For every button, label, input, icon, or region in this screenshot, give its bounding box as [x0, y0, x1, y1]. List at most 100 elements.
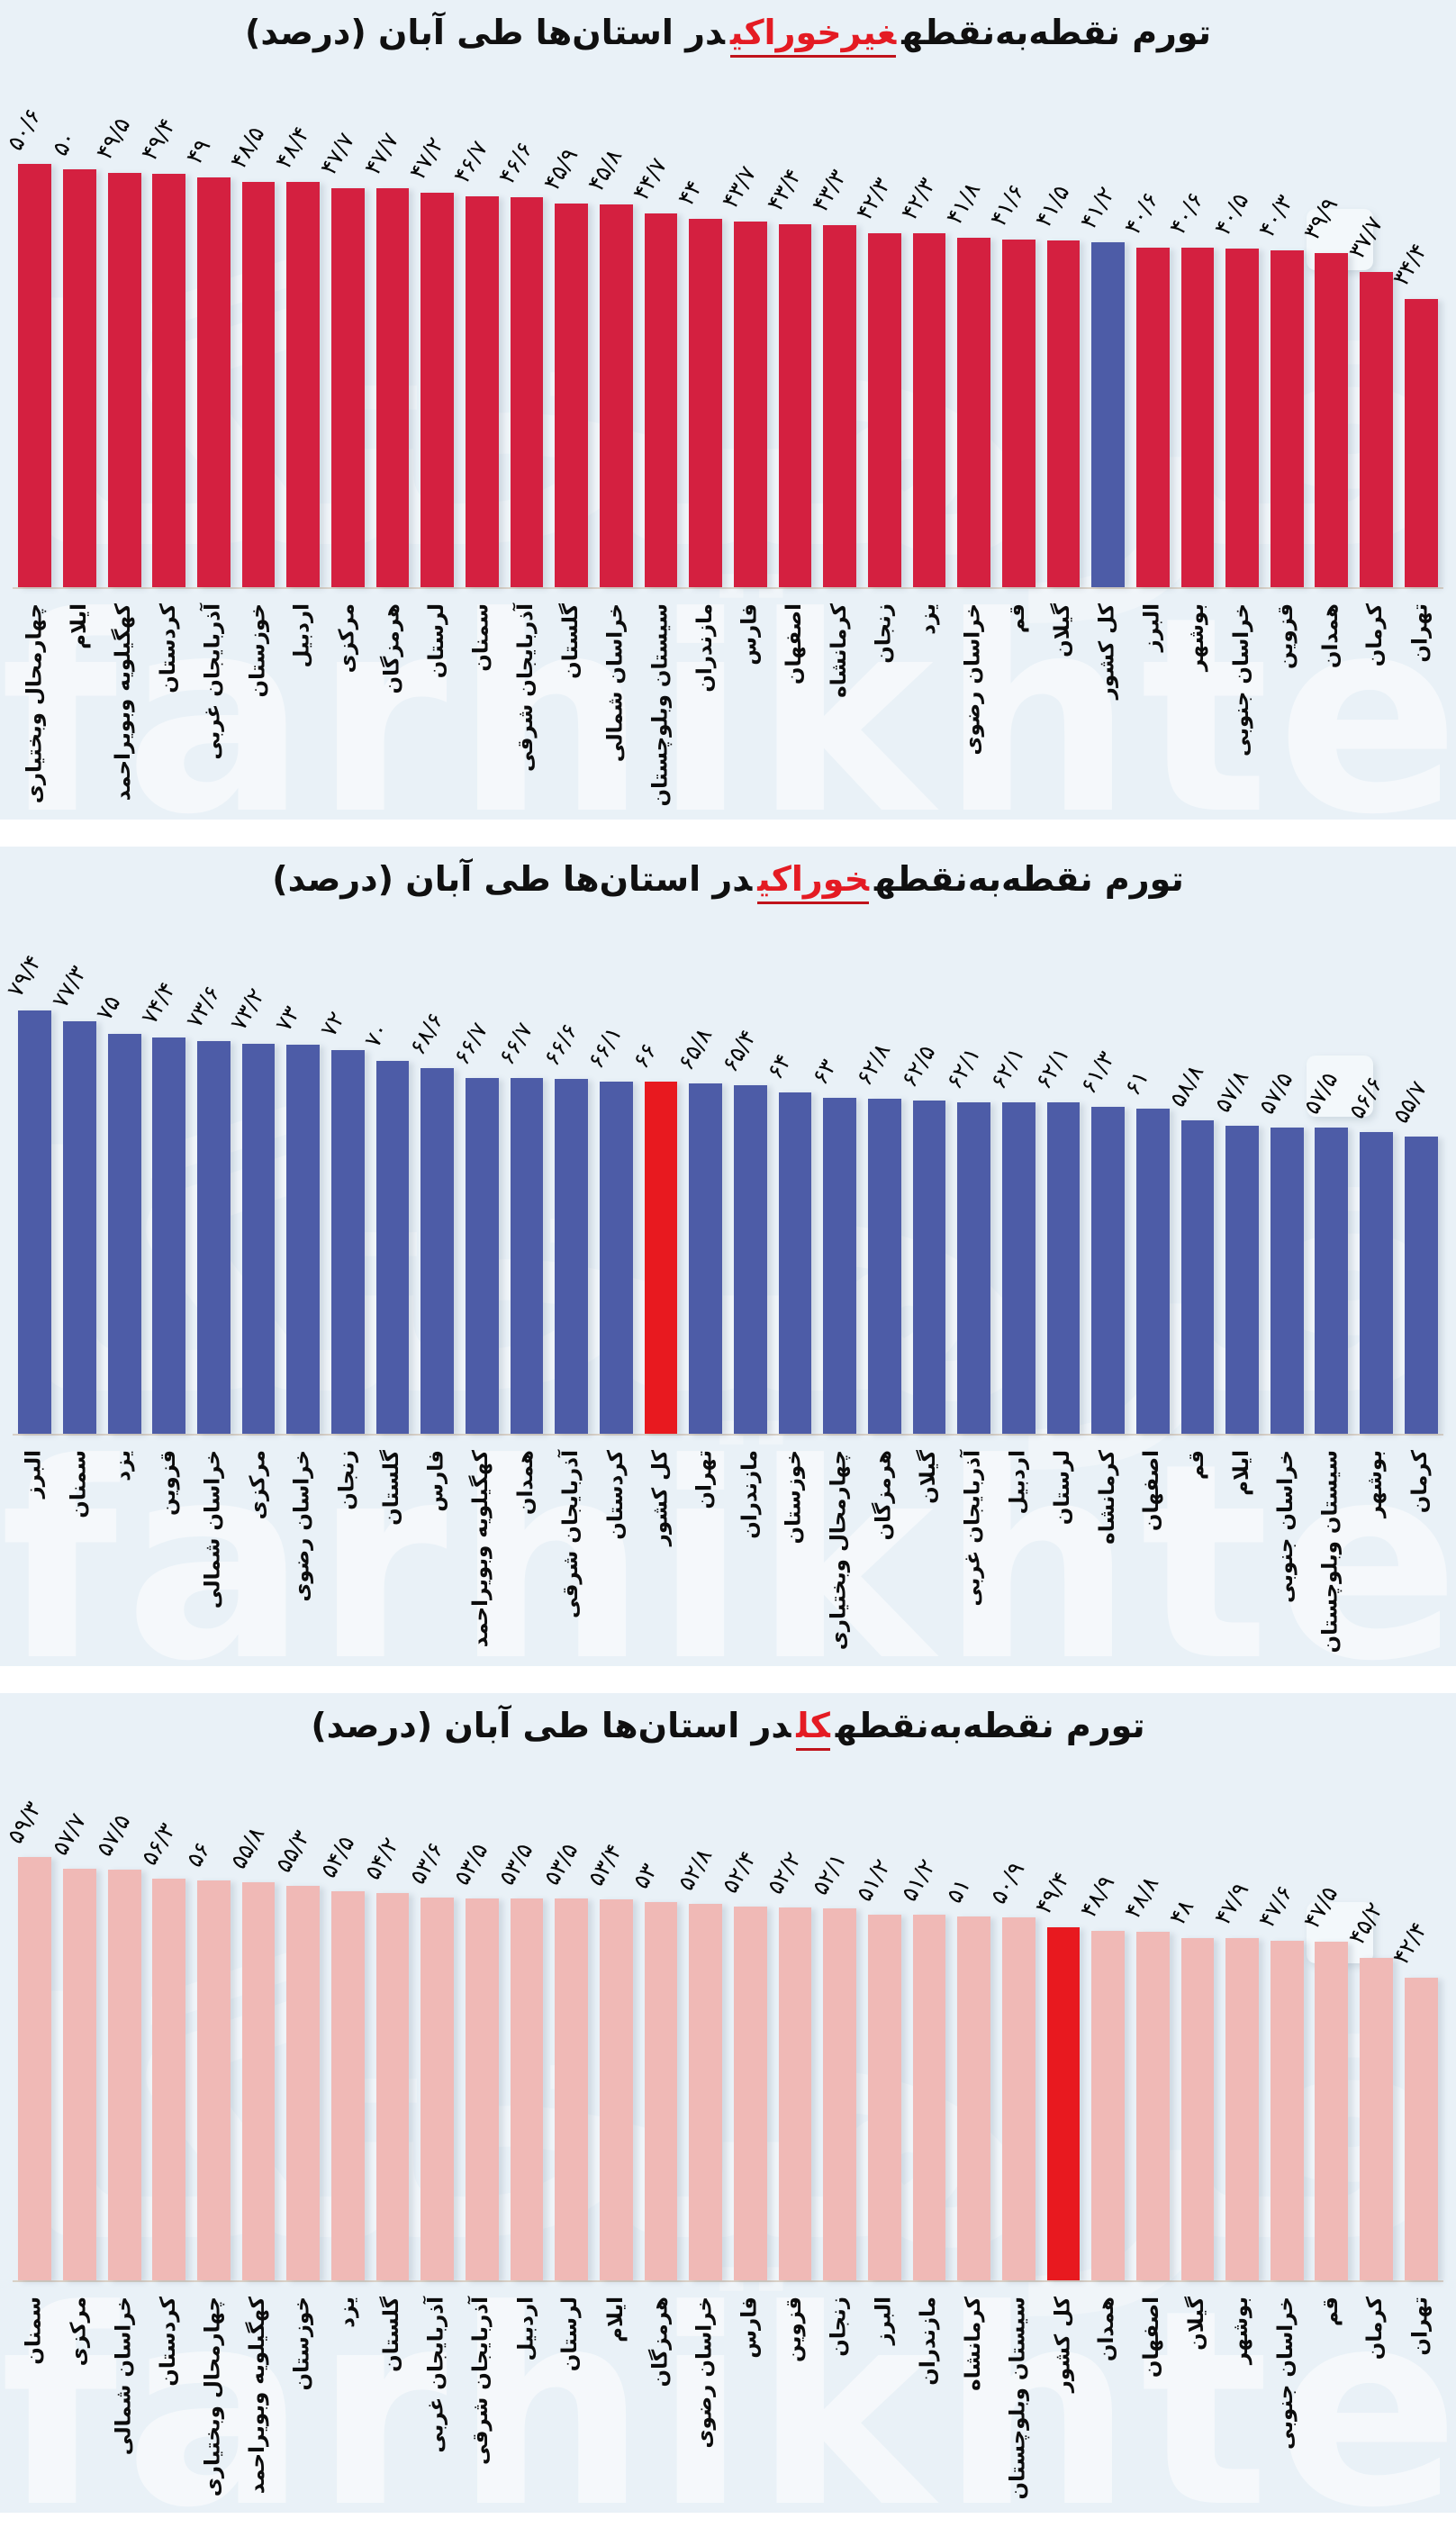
x-label: ایلام [603, 2297, 628, 2342]
x-label-slot: فارس [728, 2289, 773, 2509]
x-label: کهگیلویه وبویراحمد [469, 1450, 493, 1648]
x-label-slot: کردستان [147, 2289, 192, 2509]
bar-slot: ۳۹/۹ [1298, 162, 1354, 587]
x-label-slot: لرستان [415, 596, 460, 816]
bar [241, 1044, 276, 1434]
x-label-slot: زنجان [818, 2289, 863, 2509]
x-label: گلستان [380, 2297, 404, 2372]
x-label-slot: فارس [728, 596, 773, 816]
x-labels: چهارمحال وبختیاری ایلام کهگیلویه وبویراحمد… [13, 596, 1443, 816]
bar [1404, 1137, 1438, 1434]
bar [375, 1893, 410, 2280]
bar-slot: ۵۲/۴ [717, 1846, 773, 2280]
bar [1404, 1978, 1438, 2280]
x-label-slot: کرمانشاه [952, 2289, 997, 2509]
bar-slot: ۶۶/۷ [493, 1009, 549, 1434]
bar-slot: ۴۰/۶ [1164, 162, 1220, 587]
x-label: گلستان [558, 603, 583, 679]
bar [555, 1079, 589, 1434]
x-label: یزد [335, 2297, 359, 2328]
x-label: کرمانشاه [961, 2297, 985, 2391]
x-label-slot: سیستان وبلوچستان [996, 2289, 1041, 2509]
bar-slot: ۵۷/۵ [1298, 1009, 1354, 1434]
x-label: همدان [1318, 603, 1343, 669]
bar [1091, 1107, 1125, 1434]
x-label-slot: چهارمحال وبختیاری [192, 2289, 237, 2509]
bar-slot: ۵۲/۲ [762, 1847, 818, 2280]
x-label: بوشهر [1363, 1450, 1388, 1518]
bar-slot: ۵۰ [46, 126, 103, 587]
bar-slot: ۴۰/۳ [1253, 162, 1309, 587]
x-label: آذربایجان غربی [201, 603, 225, 760]
x-label: کردستان [156, 2297, 180, 2387]
bar-slot: ۶۲/۸ [851, 1009, 907, 1434]
bar-slot: ۴۹/۴ [1030, 1855, 1086, 2280]
x-label-slot: سیستان وبلوچستان [1309, 1443, 1354, 1663]
x-label: هرمزگان [872, 1450, 896, 1541]
bar-slot: ۷۷/۳ [46, 961, 103, 1434]
bar-slot: ۶۵/۴ [717, 1009, 773, 1434]
bar-slot: ۴۲/۳ [896, 162, 952, 587]
bar [1225, 1126, 1259, 1434]
bar-slot: ۵۷/۵ [1253, 1009, 1309, 1434]
chart-title: تورم نقطه‌به‌نقطهغیرخوراکیدر استان‌ها طی… [0, 0, 1456, 58]
bar-slot: ۵۳/۶ [404, 1837, 460, 2280]
bar-slot: ۳۷/۷ [1343, 162, 1399, 587]
x-label-slot: قم [1309, 2289, 1354, 2509]
bar-slot: ۴۳/۷ [717, 161, 773, 587]
x-label-slot: اردبیل [281, 596, 326, 816]
x-label-slot: ایلام [58, 596, 103, 816]
bar [1404, 299, 1438, 587]
bar [778, 224, 812, 587]
x-label-slot: آذربایجان شرقی [504, 596, 549, 816]
x-label-slot: مرکزی [58, 2289, 103, 2509]
bar [912, 233, 946, 587]
bar-slot: ۷۳/۶ [180, 981, 237, 1434]
x-label: گلستان [380, 1450, 404, 1526]
bar [867, 1915, 901, 2280]
x-label: فارس [737, 603, 762, 666]
x-label-slot: کهگیلویه وبویراحمد [236, 2289, 281, 2509]
bar [107, 173, 141, 587]
bar [1225, 249, 1259, 587]
bar-slot: ۴۸/۹ [1075, 1855, 1131, 2280]
x-label: کرمان [1363, 2297, 1388, 2360]
bar-slot: ۴۶/۷ [448, 136, 505, 587]
x-label: چهارمحال وبختیاری [827, 1450, 851, 1651]
bar [1270, 250, 1304, 587]
x-label: یزد [112, 1450, 136, 1481]
bar [63, 1869, 96, 2280]
x-label-slot: چهارمحال وبختیاری [818, 1443, 863, 1663]
bar-slot: ۷۳ [270, 1001, 326, 1434]
chart-section-food: فرهیختگان farhikhtegan تورم نقطه‌به‌نقطه… [0, 847, 1456, 1666]
x-label: اصفهان [1140, 1450, 1164, 1532]
x-label-slot: گلستان [370, 2289, 415, 2509]
x-label-slot: مازندران [728, 1443, 773, 1663]
x-label-slot: سیستان وبلوچستان [638, 596, 683, 816]
bar-slot: ۵۷/۸ [1209, 1009, 1265, 1434]
bar [241, 182, 276, 587]
bar-slot: ۵۷/۵ [91, 1809, 147, 2280]
chart-title: تورم نقطه‌به‌نقطهکلدر استان‌ها طی آبان (… [0, 1693, 1456, 1751]
x-label: البرز [872, 2297, 896, 2345]
x-label-slot: همدان [1309, 596, 1354, 816]
bar [286, 182, 321, 587]
x-label: همدان [514, 1450, 538, 1516]
x-label: مازندران [737, 1450, 762, 1539]
bar [823, 1908, 856, 2280]
value-label: ۵۰/۶ [1, 104, 47, 155]
x-label: خراسان شمالی [603, 603, 628, 763]
bar-slot: ۵۰/۹ [985, 1855, 1041, 2280]
bar [286, 1045, 321, 1434]
x-label-slot: بوشهر [1220, 2289, 1265, 2509]
bar [331, 1050, 365, 1434]
x-label-slot: خوزستان [773, 1443, 818, 1663]
x-label-slot: اردبیل [996, 1443, 1041, 1663]
bar-slot: ۶۱/۳ [1075, 1009, 1131, 1434]
x-label-slot: مازندران [683, 596, 728, 816]
bar [1046, 240, 1081, 587]
bar-slot: ۴۸/۸ [1119, 1855, 1175, 2280]
bar [733, 1085, 767, 1434]
x-label-slot: کرمانشاه [818, 596, 863, 816]
bar-slot: ۶۶/۷ [448, 1009, 505, 1434]
